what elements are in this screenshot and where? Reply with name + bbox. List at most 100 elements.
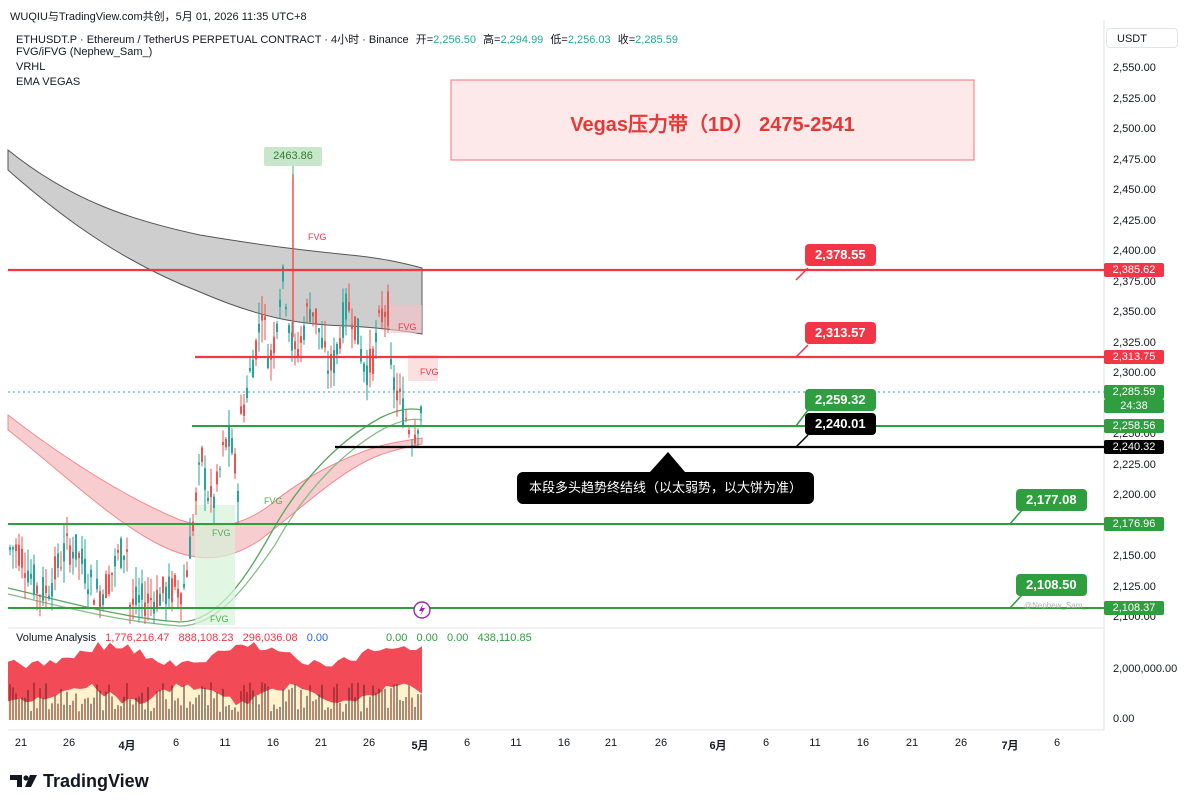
candle-body (72, 551, 74, 559)
candle-body (120, 538, 122, 568)
callout-pointer-3 (795, 409, 809, 427)
candle-body (105, 574, 107, 599)
candle-body (318, 328, 320, 333)
fvg-label-6: FVG (210, 614, 229, 624)
candle-body (297, 349, 299, 357)
candle-body (141, 583, 143, 600)
candle-body (39, 595, 41, 597)
fvg-zone-red-1 (390, 305, 422, 333)
fvg-zone-red-2 (408, 355, 438, 381)
candle-body (399, 388, 401, 392)
candle-body (408, 430, 410, 435)
price-tick: 2,325.00 (1113, 336, 1156, 349)
candle-body (387, 291, 389, 327)
candle-body (174, 574, 176, 587)
candle-body (204, 468, 206, 490)
candle-body (45, 585, 47, 594)
candle-body (126, 549, 128, 552)
time-tick: 11 (809, 737, 821, 749)
candles-group (9, 174, 422, 624)
candle-body (33, 564, 35, 595)
price-tick: 2,300.00 (1113, 367, 1156, 379)
candle-body (138, 595, 140, 603)
candle-body (375, 332, 377, 343)
candle-body (36, 585, 38, 594)
candle-body (279, 299, 281, 307)
volume-legend[interactable]: Volume Analysis 1,776,216.47 888,108.23 … (16, 632, 334, 644)
indicator-fvg[interactable]: FVG/iFVG (Nephew_Sam_) (16, 46, 153, 58)
candle-body (372, 348, 374, 374)
candle-body (42, 577, 44, 601)
callout-pointer-4 (795, 434, 809, 448)
candle-body (99, 591, 101, 608)
candle-body (291, 332, 293, 351)
candle-body (267, 357, 269, 369)
volume-blue: 0.00 (306, 632, 329, 644)
candle-body (249, 368, 251, 371)
time-tick: 21 (604, 737, 618, 749)
trend-note[interactable]: 本段多头趋势终结线（以太弱势，以大饼为准） (517, 472, 815, 504)
callout-2177[interactable]: 2,177.08 (1016, 489, 1087, 511)
price-tick: 2,475.00 (1113, 153, 1156, 166)
candle-body (261, 314, 263, 321)
callout-pointer-1 (795, 267, 809, 281)
price-tag-countdown: 24:38 (1104, 399, 1164, 413)
tradingview-logo-icon (10, 775, 37, 787)
candle-body (273, 336, 275, 354)
price-tag-2108: 2,108.37 (1104, 601, 1164, 615)
candle-body (165, 586, 167, 605)
callout-2259[interactable]: 2,259.32 (805, 389, 876, 411)
candle-body (93, 600, 95, 605)
candle-body (225, 438, 227, 448)
candle-body (288, 325, 290, 334)
candle-body (336, 343, 338, 355)
candle-body (63, 543, 65, 562)
candle-body (357, 318, 359, 345)
candle-body (192, 521, 194, 531)
callout-2108[interactable]: 2,108.50 (1016, 574, 1087, 596)
ema-green-line-2 (7, 418, 423, 627)
volume-green-1: 0.00 (386, 632, 408, 644)
volume-green-3: 0.00 (446, 632, 469, 644)
candle-body (378, 310, 380, 313)
candle-body (243, 404, 245, 416)
candle-body (363, 363, 365, 372)
indicator-vrhl[interactable]: VRHL (16, 61, 46, 73)
symbol-name: ETHUSDT.P · Ethereum / TetherUS PERPETUA… (16, 34, 409, 46)
time-tick: 16 (557, 737, 571, 749)
candle-body (201, 447, 203, 462)
candle-body (108, 574, 110, 594)
price-tick: 2,150.00 (1113, 550, 1156, 562)
candle-body (381, 308, 383, 323)
price-tag-2258: 2,258.56 (1104, 419, 1164, 433)
callout-pointer-5 (1009, 509, 1023, 525)
time-tick: 6 (762, 737, 770, 749)
candle-body (183, 584, 185, 588)
fvg-label-3: FVG (420, 367, 439, 377)
candle-body (411, 445, 413, 447)
callout-2240[interactable]: 2,240.01 (805, 413, 876, 435)
fvg-label-4: FVG (264, 496, 283, 506)
candle-body (255, 340, 257, 360)
indicator-ema-vegas[interactable]: EMA VEGAS (16, 76, 81, 88)
candle-body (114, 555, 116, 567)
time-tick: 6月 (709, 740, 727, 752)
price-tick: 2,125.00 (1113, 580, 1156, 593)
candle-body (294, 341, 296, 350)
currency-selector[interactable]: USDT (1106, 28, 1178, 48)
symbol-legend[interactable]: ETHUSDT.P · Ethereum / TetherUS PERPETUA… (16, 31, 678, 47)
candle-body (264, 316, 266, 320)
volume-legend-green: 0.00 0.00 0.00 438,110.85 (386, 632, 538, 644)
callout-2378[interactable]: 2,378.55 (805, 244, 876, 266)
time-tick: 11 (510, 737, 522, 749)
candle-body (186, 570, 188, 577)
candle-body (237, 491, 239, 503)
volume-axis-zero: 0.00 (1113, 713, 1135, 725)
price-tick: 2,525.00 (1113, 92, 1156, 105)
volume-title: Volume Analysis (16, 632, 97, 644)
time-tick: 16 (856, 737, 870, 749)
brand-name: TradingView (43, 770, 149, 791)
candle-body (240, 406, 242, 414)
callout-2313[interactable]: 2,313.57 (805, 322, 876, 344)
